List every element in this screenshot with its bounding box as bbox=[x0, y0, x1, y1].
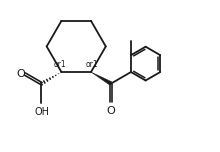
Text: or1: or1 bbox=[54, 60, 66, 69]
Text: or1: or1 bbox=[86, 60, 99, 69]
Text: O: O bbox=[107, 106, 115, 116]
Text: OH: OH bbox=[35, 107, 50, 117]
Text: O: O bbox=[16, 69, 25, 79]
Polygon shape bbox=[91, 72, 112, 85]
